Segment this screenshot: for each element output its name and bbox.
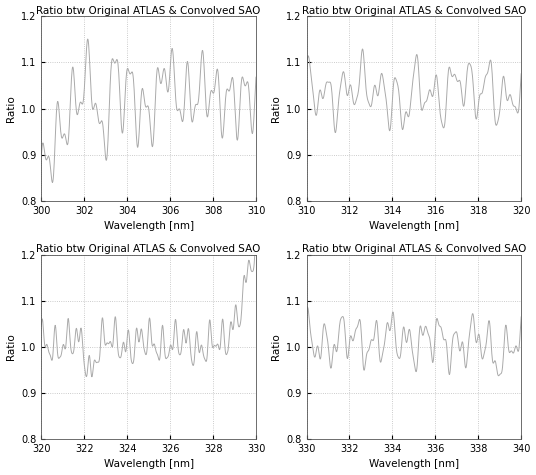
X-axis label: Wavelength [nm]: Wavelength [nm]	[369, 459, 459, 469]
Y-axis label: Ratio: Ratio	[271, 95, 281, 122]
Title: Ratio btw Original ATLAS & Convolved SAO: Ratio btw Original ATLAS & Convolved SAO	[36, 6, 261, 16]
X-axis label: Wavelength [nm]: Wavelength [nm]	[369, 221, 459, 231]
Y-axis label: Ratio: Ratio	[5, 95, 16, 122]
Y-axis label: Ratio: Ratio	[271, 333, 281, 360]
Y-axis label: Ratio: Ratio	[5, 333, 16, 360]
Title: Ratio btw Original ATLAS & Convolved SAO: Ratio btw Original ATLAS & Convolved SAO	[302, 244, 526, 254]
Title: Ratio btw Original ATLAS & Convolved SAO: Ratio btw Original ATLAS & Convolved SAO	[36, 244, 261, 254]
X-axis label: Wavelength [nm]: Wavelength [nm]	[103, 221, 193, 231]
Title: Ratio btw Original ATLAS & Convolved SAO: Ratio btw Original ATLAS & Convolved SAO	[302, 6, 526, 16]
X-axis label: Wavelength [nm]: Wavelength [nm]	[103, 459, 193, 469]
